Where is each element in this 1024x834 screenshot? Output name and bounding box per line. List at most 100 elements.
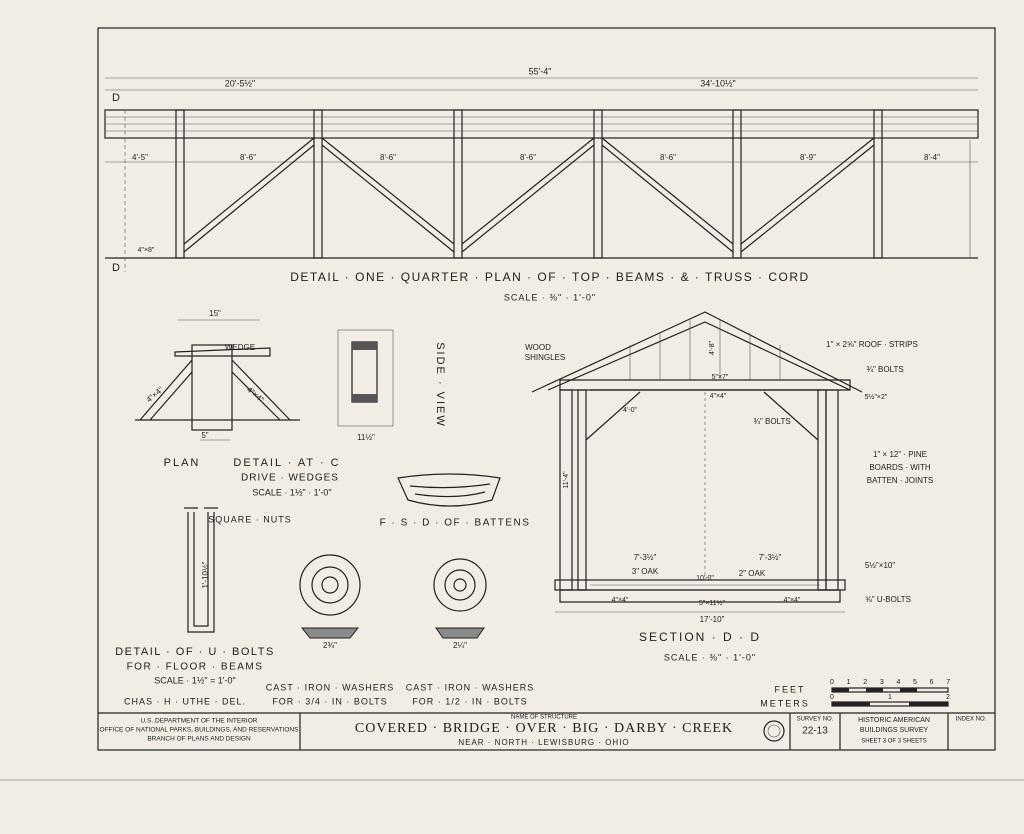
label: 3" OAK <box>632 567 659 576</box>
dimension: 4"×8" <box>138 247 155 254</box>
label: ¾" BOLTS <box>753 417 790 426</box>
dimension: 1'-10½" <box>201 561 210 588</box>
view-label: SIDE · VIEW <box>434 342 446 428</box>
dimension: 5½"×2" <box>865 393 888 401</box>
section-mark: D <box>112 92 120 104</box>
section-mark: D <box>112 262 120 274</box>
label: ⅝" U-BOLTS <box>865 595 911 604</box>
drawing-title: SECTION · D · D <box>639 630 761 644</box>
dimension: 15" <box>209 309 221 318</box>
label: 1" × 12" · PINE <box>873 450 927 459</box>
survey-name: BUILDINGS SURVEY <box>860 727 929 734</box>
label: SHINGLES <box>525 353 565 362</box>
caption: INDEX NO. <box>956 717 987 723</box>
section-drawing <box>531 311 863 613</box>
dimension: 5"×7" <box>712 374 729 381</box>
dimension: 8'-9" <box>800 153 816 162</box>
survey-name: HISTORIC AMERICAN <box>858 717 930 724</box>
delineator: CHAS · H · UTHE · DEL. <box>124 696 246 706</box>
dimension: 34'-10½" <box>700 78 735 88</box>
dimension: 8'-6" <box>240 153 256 162</box>
dimension: 10'-0" <box>696 575 714 582</box>
dimension: 8'-6" <box>660 153 676 162</box>
caption: NAME OF STRUCTURE <box>511 715 577 721</box>
dimension: 5½"×10" <box>865 561 896 570</box>
survey-number: 22-13 <box>802 726 828 737</box>
agency: OFFICE OF NATIONAL PARKS, BUILDINGS, AND… <box>100 727 300 734</box>
dimension: 4'-5" <box>132 153 148 162</box>
label: BOARDS · WITH <box>869 463 931 472</box>
sheet-border <box>97 27 996 751</box>
agency: U.S. DEPARTMENT OF THE INTERIOR <box>141 718 258 725</box>
dimension: 2¼" <box>453 641 467 650</box>
scale-tick: 2 <box>863 679 867 686</box>
scale-tick: 3 <box>880 679 884 686</box>
sheet-number: SHEET 3 OF 3 SHEETS <box>861 739 927 745</box>
truss-plan <box>104 77 979 272</box>
structure-name: COVERED · BRIDGE · OVER · BIG · DARBY · … <box>355 721 733 736</box>
caption: SURVEY NO. <box>797 717 834 723</box>
dimension: 8'-6" <box>520 153 536 162</box>
dimension: 8'-4" <box>924 153 940 162</box>
scale-tick: 6 <box>930 679 934 686</box>
dimension: 7'-3½" <box>634 553 657 562</box>
scale-tick: 4 <box>896 679 900 686</box>
scale-tick: 0 <box>830 694 834 701</box>
title-block-frame <box>98 712 995 750</box>
scale-tick: 0 <box>830 679 834 686</box>
drawing-title: CAST · IRON · WASHERS <box>266 682 395 692</box>
dimension: 4"×4" <box>612 597 629 604</box>
dimension: 17'-10" <box>700 615 725 624</box>
dimension: 4'-8" <box>709 341 716 355</box>
drawing-subtitle: FOR · FLOOR · BEAMS <box>127 662 264 673</box>
batten-profile <box>397 473 501 507</box>
drawing-subtitle: DRIVE · WEDGES <box>241 473 339 484</box>
dimension: 4'-0" <box>623 407 637 414</box>
drawing-subtitle: FOR · 1/2 · IN · BOLTS <box>412 696 527 706</box>
drawing-scale: SCALE · ⅜" · 1'-0" <box>504 292 596 302</box>
scale-tick: 5 <box>913 679 917 686</box>
dimension: 2¾" <box>323 641 337 650</box>
scale-tick: 1 <box>888 694 892 701</box>
drawing-title: F · S · D · OF · BATTENS <box>380 518 531 529</box>
label: SQUARE · NUTS <box>208 514 292 524</box>
wedge-detail <box>135 319 394 441</box>
label: WEDGE <box>225 343 255 352</box>
agency: BRANCH OF PLANS AND DESIGN <box>147 736 251 743</box>
scale-tick: 7 <box>946 679 950 686</box>
drawing-title: DETAIL · AT · C <box>233 457 340 469</box>
graphic-scale <box>831 687 949 707</box>
label: 2" OAK <box>739 569 766 578</box>
drawing-subtitle: FOR · 3/4 · IN · BOLTS <box>272 696 387 706</box>
dimension: 4"×4" <box>710 393 727 400</box>
drawing-title: CAST · IRON · WASHERS <box>406 682 535 692</box>
drawing-scale: SCALE · 1½" · 1'-0" <box>252 487 331 497</box>
label: ¾" BOLTS <box>866 365 903 374</box>
drawing-title: DETAIL · ONE · QUARTER · PLAN · OF · TOP… <box>290 270 809 284</box>
u-bolt-drawing <box>184 507 218 633</box>
scale-tick: 1 <box>847 679 851 686</box>
dimension: 7'-3½" <box>759 553 782 562</box>
dimension: 20'-5½" <box>225 78 255 88</box>
scale-tick: 2 <box>946 694 950 701</box>
drawing-title: PLAN <box>164 457 201 469</box>
washer-drawings <box>299 554 487 639</box>
dimension: 5" <box>201 431 208 440</box>
scale-label: FEET <box>774 684 805 694</box>
dimension: 11½" <box>357 433 375 442</box>
label: 1" × 2⅝" ROOF · STRIPS <box>826 340 918 349</box>
label: WOOD <box>525 343 551 352</box>
label: BATTEN · JOINTS <box>867 476 934 485</box>
dimension: 5"×11½" <box>699 599 726 607</box>
dimension: 55'-4" <box>529 66 552 76</box>
dimension: 11'-4" <box>563 471 570 489</box>
drawing-scale: SCALE · ⅜" · 1'-0" <box>664 652 756 662</box>
dimension: 4"×4" <box>784 597 801 604</box>
drawing-scale: SCALE · 1½" = 1'-0" <box>154 675 235 685</box>
dimension: 8'-6" <box>380 153 396 162</box>
scale-label: METERS <box>760 698 810 708</box>
drawing-title: DETAIL · OF · U · BOLTS <box>115 646 275 658</box>
